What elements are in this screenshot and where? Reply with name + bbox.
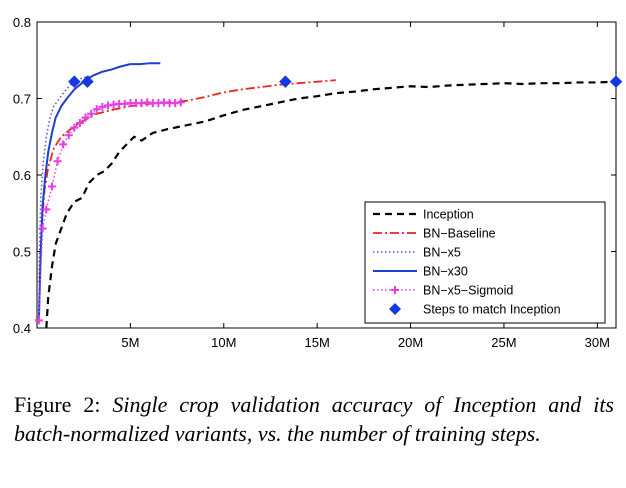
y-tick-label: 0.4: [13, 321, 31, 336]
legend-label: BN−Baseline: [423, 227, 496, 241]
legend-label: BN−x5: [423, 246, 461, 260]
series-line-bn-x30: [37, 62, 161, 321]
legend-label: BN−x5−Sigmoid: [423, 284, 513, 298]
series-point-bn-x5-sigmoid: [87, 109, 96, 118]
x-tick-label: 10M: [211, 335, 236, 350]
series-point-bn-x5-sigmoid: [75, 118, 84, 127]
axes: 5M 10M 15M 20M 25M 30M 0.4 0.5 0.6 0.7 0.8: [13, 15, 617, 350]
y-tick-label: 0.8: [13, 15, 31, 30]
y-tick-label: 0.5: [13, 245, 31, 260]
legend: Inception BN−Baseline BN−x5 BN−x30 BN−x5−Sig…: [364, 201, 606, 324]
figure-caption: Figure 2: Single crop validation accurac…: [14, 390, 614, 448]
chart: 5M 10M 15M 20M 25M 30M 0.4 0.5 0.6 0.7 0.8 Incepti…: [13, 15, 623, 350]
series-line-bn-x5: [38, 74, 94, 283]
match-marker: [609, 75, 623, 89]
series-point-bn-x5-sigmoid: [47, 182, 56, 191]
match-marker: [81, 75, 94, 89]
markers-layer: [68, 75, 623, 89]
y-tick-label: 0.6: [13, 168, 31, 183]
series-line-bn-x5-sigmoid: [38, 101, 181, 321]
y-tick-label: 0.7: [13, 92, 31, 107]
series-point-bn-x5-sigmoid: [64, 131, 73, 140]
legend-label: Inception: [423, 208, 474, 222]
x-tick-label: 20M: [398, 335, 423, 350]
series-point-bn-x5-sigmoid: [98, 102, 107, 111]
legend-swatch-diamond: [389, 303, 401, 315]
x-tick-label: 30M: [585, 335, 610, 350]
series-point-bn-x5-sigmoid: [34, 316, 43, 325]
series-point-bn-x5-sigmoid: [42, 205, 51, 214]
match-marker: [68, 75, 81, 89]
series-point-bn-x5-sigmoid: [38, 224, 47, 233]
x-tick-label: 25M: [491, 335, 516, 350]
legend-swatch-plus: [391, 286, 399, 294]
x-tick-label: 5M: [121, 335, 139, 350]
caption-body: Single crop validation accuracy of Incep…: [14, 392, 614, 446]
legend-label: BN−x30: [423, 265, 468, 279]
series-point-bn-x5-sigmoid: [70, 123, 79, 132]
legend-box: [364, 201, 606, 324]
x-tick-label: 15M: [305, 335, 330, 350]
series-point-bn-x5-sigmoid: [59, 140, 68, 149]
series-layer: [34, 62, 617, 329]
series-line-bn-baseline: [40, 79, 336, 229]
caption-lead: Figure 2:: [14, 392, 113, 417]
series-point-bn-x5-sigmoid: [92, 105, 101, 114]
series-line-inception: [45, 80, 617, 329]
series-point-bn-x5-sigmoid: [81, 113, 90, 122]
legend-label: Steps to match Inception: [423, 303, 561, 317]
series-point-bn-x5-sigmoid: [176, 98, 185, 107]
series-point-bn-x5-sigmoid: [53, 157, 62, 166]
match-marker: [279, 75, 292, 89]
